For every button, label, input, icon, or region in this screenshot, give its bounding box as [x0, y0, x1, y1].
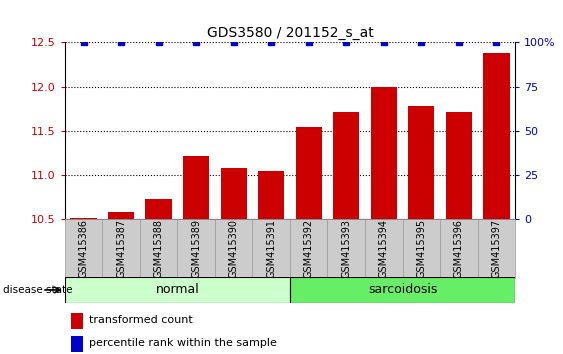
Bar	[258, 171, 284, 219]
FancyBboxPatch shape	[290, 219, 328, 278]
Bar	[296, 126, 322, 219]
Text: transformed count: transformed count	[89, 315, 193, 325]
Text: disease state: disease state	[3, 285, 72, 295]
Text: GSM415387: GSM415387	[116, 219, 126, 278]
Text: GSM415393: GSM415393	[341, 219, 351, 278]
FancyBboxPatch shape	[65, 219, 102, 278]
Bar	[370, 87, 397, 219]
Text: percentile rank within the sample: percentile rank within the sample	[89, 338, 277, 348]
FancyBboxPatch shape	[65, 277, 290, 303]
Bar	[221, 168, 247, 219]
Bar	[108, 212, 134, 219]
Bar	[333, 112, 359, 219]
Bar	[183, 156, 209, 219]
FancyBboxPatch shape	[328, 219, 365, 278]
Bar	[70, 218, 97, 219]
Bar	[71, 336, 83, 352]
Text: GSM415390: GSM415390	[229, 219, 239, 278]
Text: GSM415397: GSM415397	[491, 219, 502, 278]
Text: GSM415392: GSM415392	[303, 219, 314, 278]
FancyBboxPatch shape	[102, 219, 140, 278]
FancyBboxPatch shape	[290, 277, 515, 303]
Text: GSM415396: GSM415396	[454, 219, 464, 278]
Bar	[446, 112, 472, 219]
FancyBboxPatch shape	[177, 219, 215, 278]
FancyBboxPatch shape	[215, 219, 252, 278]
FancyBboxPatch shape	[403, 219, 440, 278]
Text: GSM415386: GSM415386	[78, 219, 88, 278]
Bar	[71, 313, 83, 329]
FancyBboxPatch shape	[365, 219, 403, 278]
FancyBboxPatch shape	[440, 219, 477, 278]
Text: GSM415395: GSM415395	[416, 219, 426, 278]
FancyBboxPatch shape	[477, 219, 515, 278]
Text: GSM415391: GSM415391	[266, 219, 276, 278]
Bar	[145, 199, 172, 219]
Text: GSM415388: GSM415388	[154, 219, 164, 278]
Title: GDS3580 / 201152_s_at: GDS3580 / 201152_s_at	[207, 26, 373, 40]
Text: normal: normal	[155, 284, 199, 296]
Text: GSM415389: GSM415389	[191, 219, 201, 278]
Bar	[483, 53, 510, 219]
Bar	[408, 106, 435, 219]
Text: sarcoidosis: sarcoidosis	[368, 284, 437, 296]
FancyBboxPatch shape	[252, 219, 290, 278]
FancyBboxPatch shape	[140, 219, 177, 278]
Text: GSM415394: GSM415394	[379, 219, 389, 278]
